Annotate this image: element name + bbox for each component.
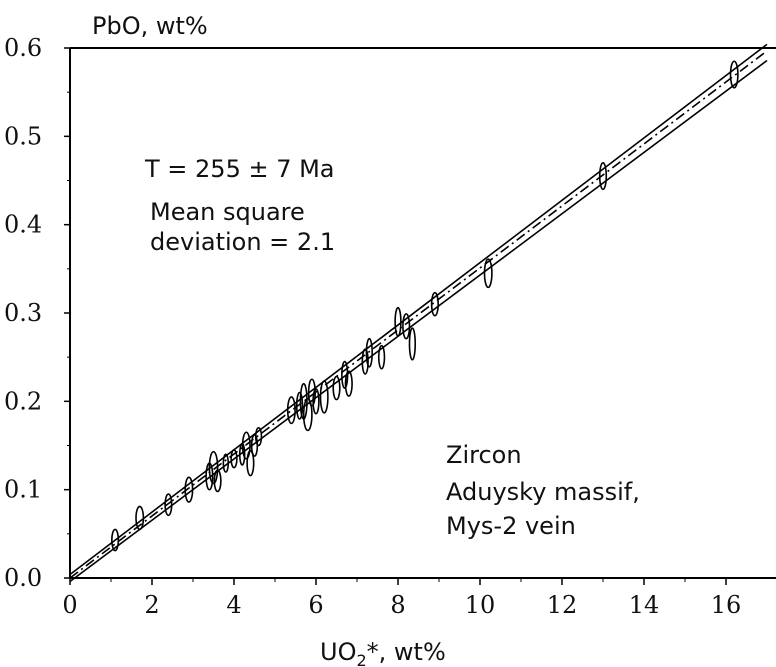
data-point-ellipse [365,337,373,368]
y-tick-label: 0.2 [4,387,42,415]
x-tick-label: 8 [390,591,405,619]
regression-center-line [69,50,768,579]
x-tick-label: 16 [711,591,742,619]
data-point-ellipse [286,396,296,425]
data-point-ellipse [319,380,329,414]
data-point-ellipse [361,348,369,375]
x-tick-label: 4 [226,591,241,619]
data-point-ellipse [394,306,402,337]
data-point-ellipse [213,469,222,493]
data-point-ellipse [230,449,238,469]
x-tick-label: 14 [629,591,660,619]
data-point-ellipse [344,370,353,397]
y-tick-label: 0.5 [4,122,42,150]
regression-upper-envelope [69,43,768,576]
x-tick-label: 0 [62,591,77,619]
data-point-ellipse [111,528,120,552]
data-point-ellipse [729,60,739,89]
data-point-ellipse [377,344,386,370]
y-tick-label: 0.3 [4,299,42,327]
y-axis-ticks: 0.0 0.1 0.2 0.3 0.4 0.5 0.6 [4,34,70,592]
x-axis-title-subscript: 2 [356,651,366,667]
y-tick-label: 0.4 [4,211,42,239]
y-tick-label: 0.0 [4,564,42,592]
data-point-ellipse [246,449,255,477]
plot-frame [69,47,776,579]
x-axis-title-rest: *, wt% [367,638,446,666]
annotation-location-line1: Aduysky massif, [446,478,640,506]
data-point-ellipse [408,327,417,361]
data-point-ellipse [332,375,341,401]
x-tick-label: 10 [465,591,496,619]
x-tick-label: 12 [547,591,578,619]
data-point-ellipse [483,258,493,289]
annotation-msd-line2: deviation = 2.1 [150,228,335,256]
data-point-ellipse [254,427,263,447]
data-point-ellipse [598,162,608,191]
annotation-mineral: Zircon [446,441,522,469]
x-tick-label: 2 [144,591,159,619]
x-axis-ticks: 0 2 4 6 8 10 12 14 16 [62,578,741,619]
y-tick-label: 0.6 [4,34,42,62]
data-points [111,60,739,552]
y-tick-label: 0.1 [4,476,42,504]
data-point-ellipse [312,388,320,415]
data-point-ellipse [295,391,304,420]
x-tick-label: 6 [308,591,323,619]
regression-lines [69,43,768,583]
x-axis-title: UO2*, wt% [320,638,446,667]
data-point-ellipse [222,453,230,473]
data-point-ellipse [241,431,251,460]
data-point-ellipse [164,493,173,517]
data-point-ellipse [307,378,316,407]
data-point-ellipse [208,450,219,485]
annotation-age: T = 255 ± 7 Ma [144,155,335,183]
x-axis-title-main: UO [320,638,356,666]
data-point-ellipse [135,505,145,531]
annotation-location-line2: Mys-2 vein [446,512,576,540]
data-point-ellipse [402,313,411,340]
data-point-ellipse [341,360,349,389]
data-point-ellipse [430,291,439,317]
regression-lower-envelope [69,59,768,583]
data-point-ellipse [302,397,313,432]
data-point-ellipse [184,476,194,503]
annotation-msd-line1: Mean square [150,198,305,226]
y-axis-title: PbO, wt% [92,12,208,40]
